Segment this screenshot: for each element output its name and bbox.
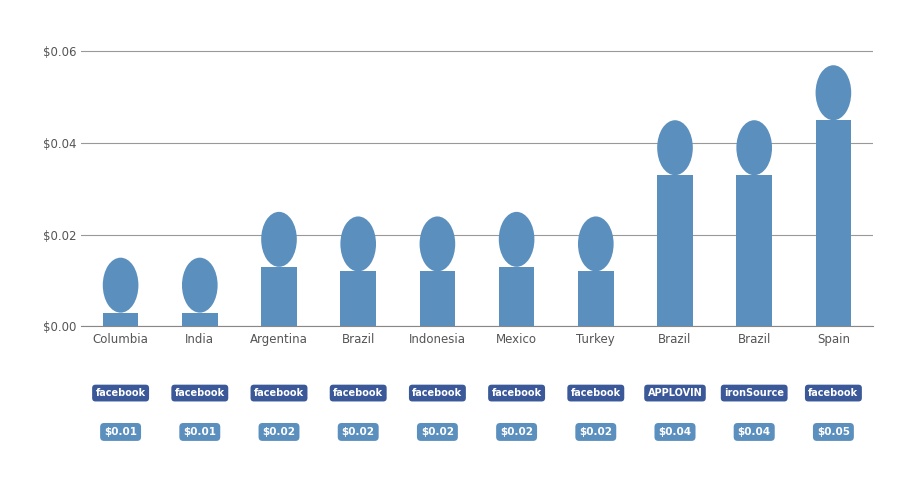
Text: $0.02: $0.02 (580, 427, 612, 437)
FancyBboxPatch shape (261, 267, 297, 326)
Text: ironSource: ironSource (724, 388, 784, 398)
Text: facebook: facebook (333, 388, 383, 398)
Text: facebook: facebook (175, 388, 225, 398)
Ellipse shape (657, 120, 693, 175)
Ellipse shape (736, 120, 772, 175)
Text: $0.04: $0.04 (659, 427, 691, 437)
FancyBboxPatch shape (182, 312, 218, 326)
FancyBboxPatch shape (578, 271, 614, 326)
Text: facebook: facebook (254, 388, 304, 398)
FancyBboxPatch shape (419, 271, 455, 326)
Text: facebook: facebook (808, 388, 859, 398)
FancyBboxPatch shape (815, 120, 851, 326)
Text: $0.02: $0.02 (263, 427, 295, 437)
FancyBboxPatch shape (736, 175, 772, 326)
Text: $0.02: $0.02 (342, 427, 374, 437)
Ellipse shape (578, 216, 614, 271)
Text: facebook: facebook (491, 388, 542, 398)
Text: APPLOVIN: APPLOVIN (648, 388, 702, 398)
FancyBboxPatch shape (103, 312, 139, 326)
Text: facebook: facebook (412, 388, 463, 398)
Text: $0.02: $0.02 (500, 427, 533, 437)
Text: $0.05: $0.05 (817, 427, 850, 437)
Ellipse shape (499, 212, 535, 267)
Text: facebook: facebook (95, 388, 146, 398)
Ellipse shape (261, 212, 297, 267)
Ellipse shape (340, 216, 376, 271)
FancyBboxPatch shape (499, 267, 535, 326)
Ellipse shape (103, 258, 139, 312)
Text: $0.01: $0.01 (184, 427, 216, 437)
Ellipse shape (815, 65, 851, 120)
Ellipse shape (182, 258, 218, 312)
Ellipse shape (419, 216, 455, 271)
FancyBboxPatch shape (657, 175, 693, 326)
Text: $0.01: $0.01 (104, 427, 137, 437)
FancyBboxPatch shape (340, 271, 376, 326)
Text: facebook: facebook (571, 388, 621, 398)
Text: $0.04: $0.04 (738, 427, 770, 437)
Text: $0.02: $0.02 (421, 427, 454, 437)
